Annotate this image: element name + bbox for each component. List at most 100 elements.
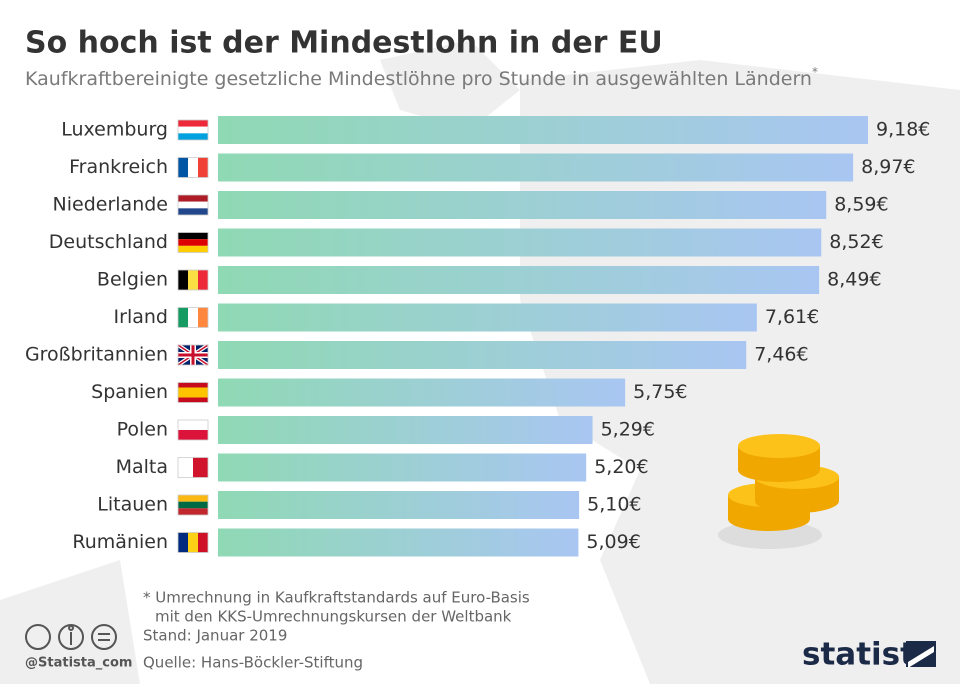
flag bbox=[177, 157, 209, 178]
bar bbox=[218, 416, 593, 444]
flag-part bbox=[178, 307, 188, 328]
footnote: mit den KKS-Umrechnungskursen der Weltba… bbox=[155, 608, 512, 626]
flag-border bbox=[177, 532, 209, 553]
flag bbox=[176, 343, 210, 367]
flag-part bbox=[178, 457, 193, 478]
flag bbox=[177, 269, 209, 291]
source: Quelle: Hans-Böckler-Stiftung bbox=[143, 654, 363, 672]
bar bbox=[218, 191, 827, 219]
flag-border bbox=[177, 382, 209, 403]
bars: Luxemburg 9,18€ Frankreich 8,97€ Niederlande… bbox=[25, 116, 930, 557]
flag-part bbox=[188, 270, 198, 290]
flag-border bbox=[177, 457, 209, 478]
flag-part bbox=[178, 208, 208, 215]
flag-part bbox=[178, 392, 208, 398]
license-icons bbox=[25, 624, 117, 650]
handle: @Statista_com bbox=[25, 656, 132, 671]
flag-part bbox=[178, 501, 208, 509]
value-label: 8,97€ bbox=[861, 156, 915, 178]
flag bbox=[177, 194, 209, 216]
flag-part bbox=[178, 397, 208, 403]
bar bbox=[218, 228, 822, 257]
chart-subtitle: Kaufkraftbereinigte gesetzliche Mindestl… bbox=[25, 65, 818, 90]
bar bbox=[218, 153, 854, 182]
flag bbox=[177, 119, 209, 141]
date-note: Stand: Januar 2019 bbox=[143, 627, 287, 645]
bar bbox=[218, 453, 587, 482]
flag-part bbox=[178, 532, 188, 553]
category-label: Luxemburg bbox=[61, 119, 168, 141]
flag-border bbox=[177, 494, 209, 516]
flag-part bbox=[178, 157, 188, 178]
flag-part bbox=[178, 232, 208, 240]
subtitle-text: Kaufkraftbereinigte gesetzliche Mindestl… bbox=[25, 68, 812, 90]
flag-part bbox=[178, 495, 208, 502]
value-label: 8,49€ bbox=[827, 269, 881, 291]
flag bbox=[177, 494, 209, 516]
bar bbox=[218, 303, 757, 332]
category-label: Spanien bbox=[91, 381, 168, 403]
flag-border bbox=[177, 119, 209, 141]
flag-part bbox=[178, 245, 208, 253]
brand-icon bbox=[906, 641, 936, 668]
flag-part bbox=[198, 270, 208, 290]
flag bbox=[177, 382, 209, 403]
flag-border bbox=[177, 269, 209, 291]
value-label: 5,75€ bbox=[633, 381, 687, 403]
flag-part bbox=[198, 532, 208, 553]
flag bbox=[177, 307, 209, 328]
bar bbox=[218, 378, 626, 407]
flag-border bbox=[177, 344, 209, 366]
subtitle-marker: * bbox=[812, 65, 818, 79]
flag-border bbox=[177, 157, 209, 178]
category-label: Belgien bbox=[97, 269, 168, 291]
flag-part bbox=[178, 120, 208, 127]
coins bbox=[718, 434, 839, 549]
category-label: Großbritannien bbox=[25, 344, 168, 366]
value-label: 5,09€ bbox=[586, 531, 640, 553]
flag-part bbox=[178, 382, 208, 388]
category-label: Deutschland bbox=[49, 231, 168, 253]
value-label: 9,18€ bbox=[876, 119, 930, 141]
flag bbox=[177, 532, 209, 553]
bar bbox=[218, 266, 820, 294]
flag-part bbox=[193, 457, 208, 478]
flag-part bbox=[188, 532, 198, 553]
flag-part bbox=[178, 508, 208, 515]
flag-border bbox=[177, 194, 209, 216]
value-label: 8,59€ bbox=[834, 194, 888, 216]
flag-border bbox=[177, 307, 209, 328]
category-label: Litauen bbox=[97, 494, 168, 516]
flag-part bbox=[198, 157, 208, 178]
flag bbox=[177, 419, 209, 441]
flag-border bbox=[177, 232, 209, 253]
flag bbox=[177, 232, 209, 253]
value-label: 5,20€ bbox=[594, 456, 648, 478]
flag-part bbox=[178, 387, 208, 393]
flag-part bbox=[178, 430, 208, 440]
bar bbox=[218, 528, 579, 557]
value-label: 5,10€ bbox=[587, 494, 641, 516]
value-label: 7,61€ bbox=[765, 306, 819, 328]
flag-part bbox=[178, 420, 208, 430]
bar bbox=[218, 341, 747, 369]
flag-part bbox=[178, 201, 208, 209]
category-label: Polen bbox=[117, 419, 168, 441]
category-label: Rumänien bbox=[72, 531, 168, 553]
flag-part bbox=[178, 133, 208, 140]
flag-border bbox=[177, 419, 209, 441]
category-label: Irland bbox=[114, 306, 168, 328]
flag-part bbox=[188, 157, 198, 178]
category-label: Frankreich bbox=[69, 156, 168, 178]
value-label: 8,52€ bbox=[829, 231, 883, 253]
flag-part bbox=[178, 270, 188, 290]
flag-part bbox=[178, 345, 208, 365]
flag-part bbox=[188, 307, 198, 328]
flag-part bbox=[178, 239, 208, 246]
bar bbox=[218, 116, 868, 144]
footnote: * Umrechnung in Kaufkraftstandards auf E… bbox=[143, 589, 530, 607]
bar bbox=[218, 491, 580, 519]
flag bbox=[177, 457, 209, 478]
flag-part bbox=[178, 195, 208, 202]
flag-part bbox=[198, 307, 208, 328]
